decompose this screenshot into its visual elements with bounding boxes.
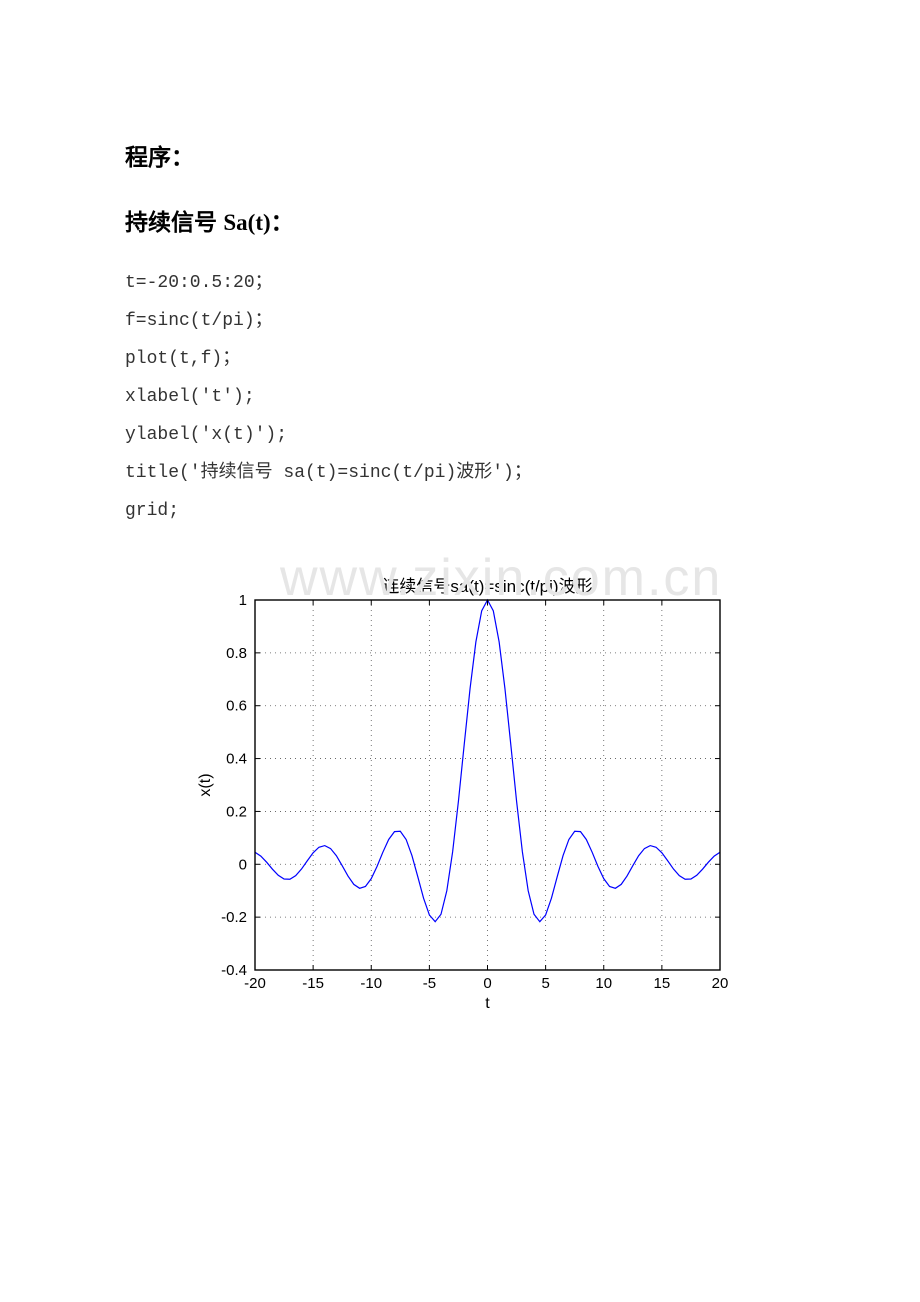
svg-text:0.8: 0.8 (226, 645, 247, 662)
svg-text:1: 1 (239, 592, 247, 609)
svg-text:10: 10 (595, 975, 612, 992)
heading-signal-sa: Sa(t) (223, 210, 270, 235)
svg-text:0: 0 (483, 975, 491, 992)
svg-text:x(t): x(t) (197, 773, 214, 796)
svg-text:-10: -10 (360, 975, 382, 992)
heading-signal: 持续信号 Sa(t)： (125, 205, 795, 241)
svg-text:0.6: 0.6 (226, 698, 247, 715)
svg-text:t: t (485, 995, 490, 1012)
svg-text:0.4: 0.4 (226, 751, 247, 768)
chart-container: www.zixin.com.cn -20-15-10-505101520-0.4… (185, 570, 795, 1040)
svg-text:-0.4: -0.4 (221, 962, 247, 979)
svg-text:-15: -15 (302, 975, 324, 992)
svg-text:15: 15 (654, 975, 671, 992)
svg-text:20: 20 (712, 975, 729, 992)
heading-signal-prefix: 持续信号 (125, 209, 223, 235)
code-block: t=-20:0.5:20； f=sinc(t/pi)； plot(t,f)； x… (125, 264, 795, 530)
svg-text:-20: -20 (244, 975, 266, 992)
svg-text:0.2: 0.2 (226, 803, 247, 820)
sinc-chart: -20 -15 -10 -5 0 5 10 15 20 -0.4 -0.2 0 0.2 0.4 0.6 0.8… (185, 570, 745, 1040)
heading-signal-suffix: ： (271, 209, 294, 235)
svg-text:-5: -5 (423, 975, 436, 992)
svg-text:连续信号sa(t)=sinc(t/pi)波形: 连续信号sa(t)=sinc(t/pi)波形 (382, 577, 592, 596)
heading-program: 程序： (125, 140, 795, 175)
svg-text:5: 5 (541, 975, 549, 992)
svg-text:-0.2: -0.2 (221, 909, 247, 926)
svg-text:0: 0 (239, 856, 247, 873)
